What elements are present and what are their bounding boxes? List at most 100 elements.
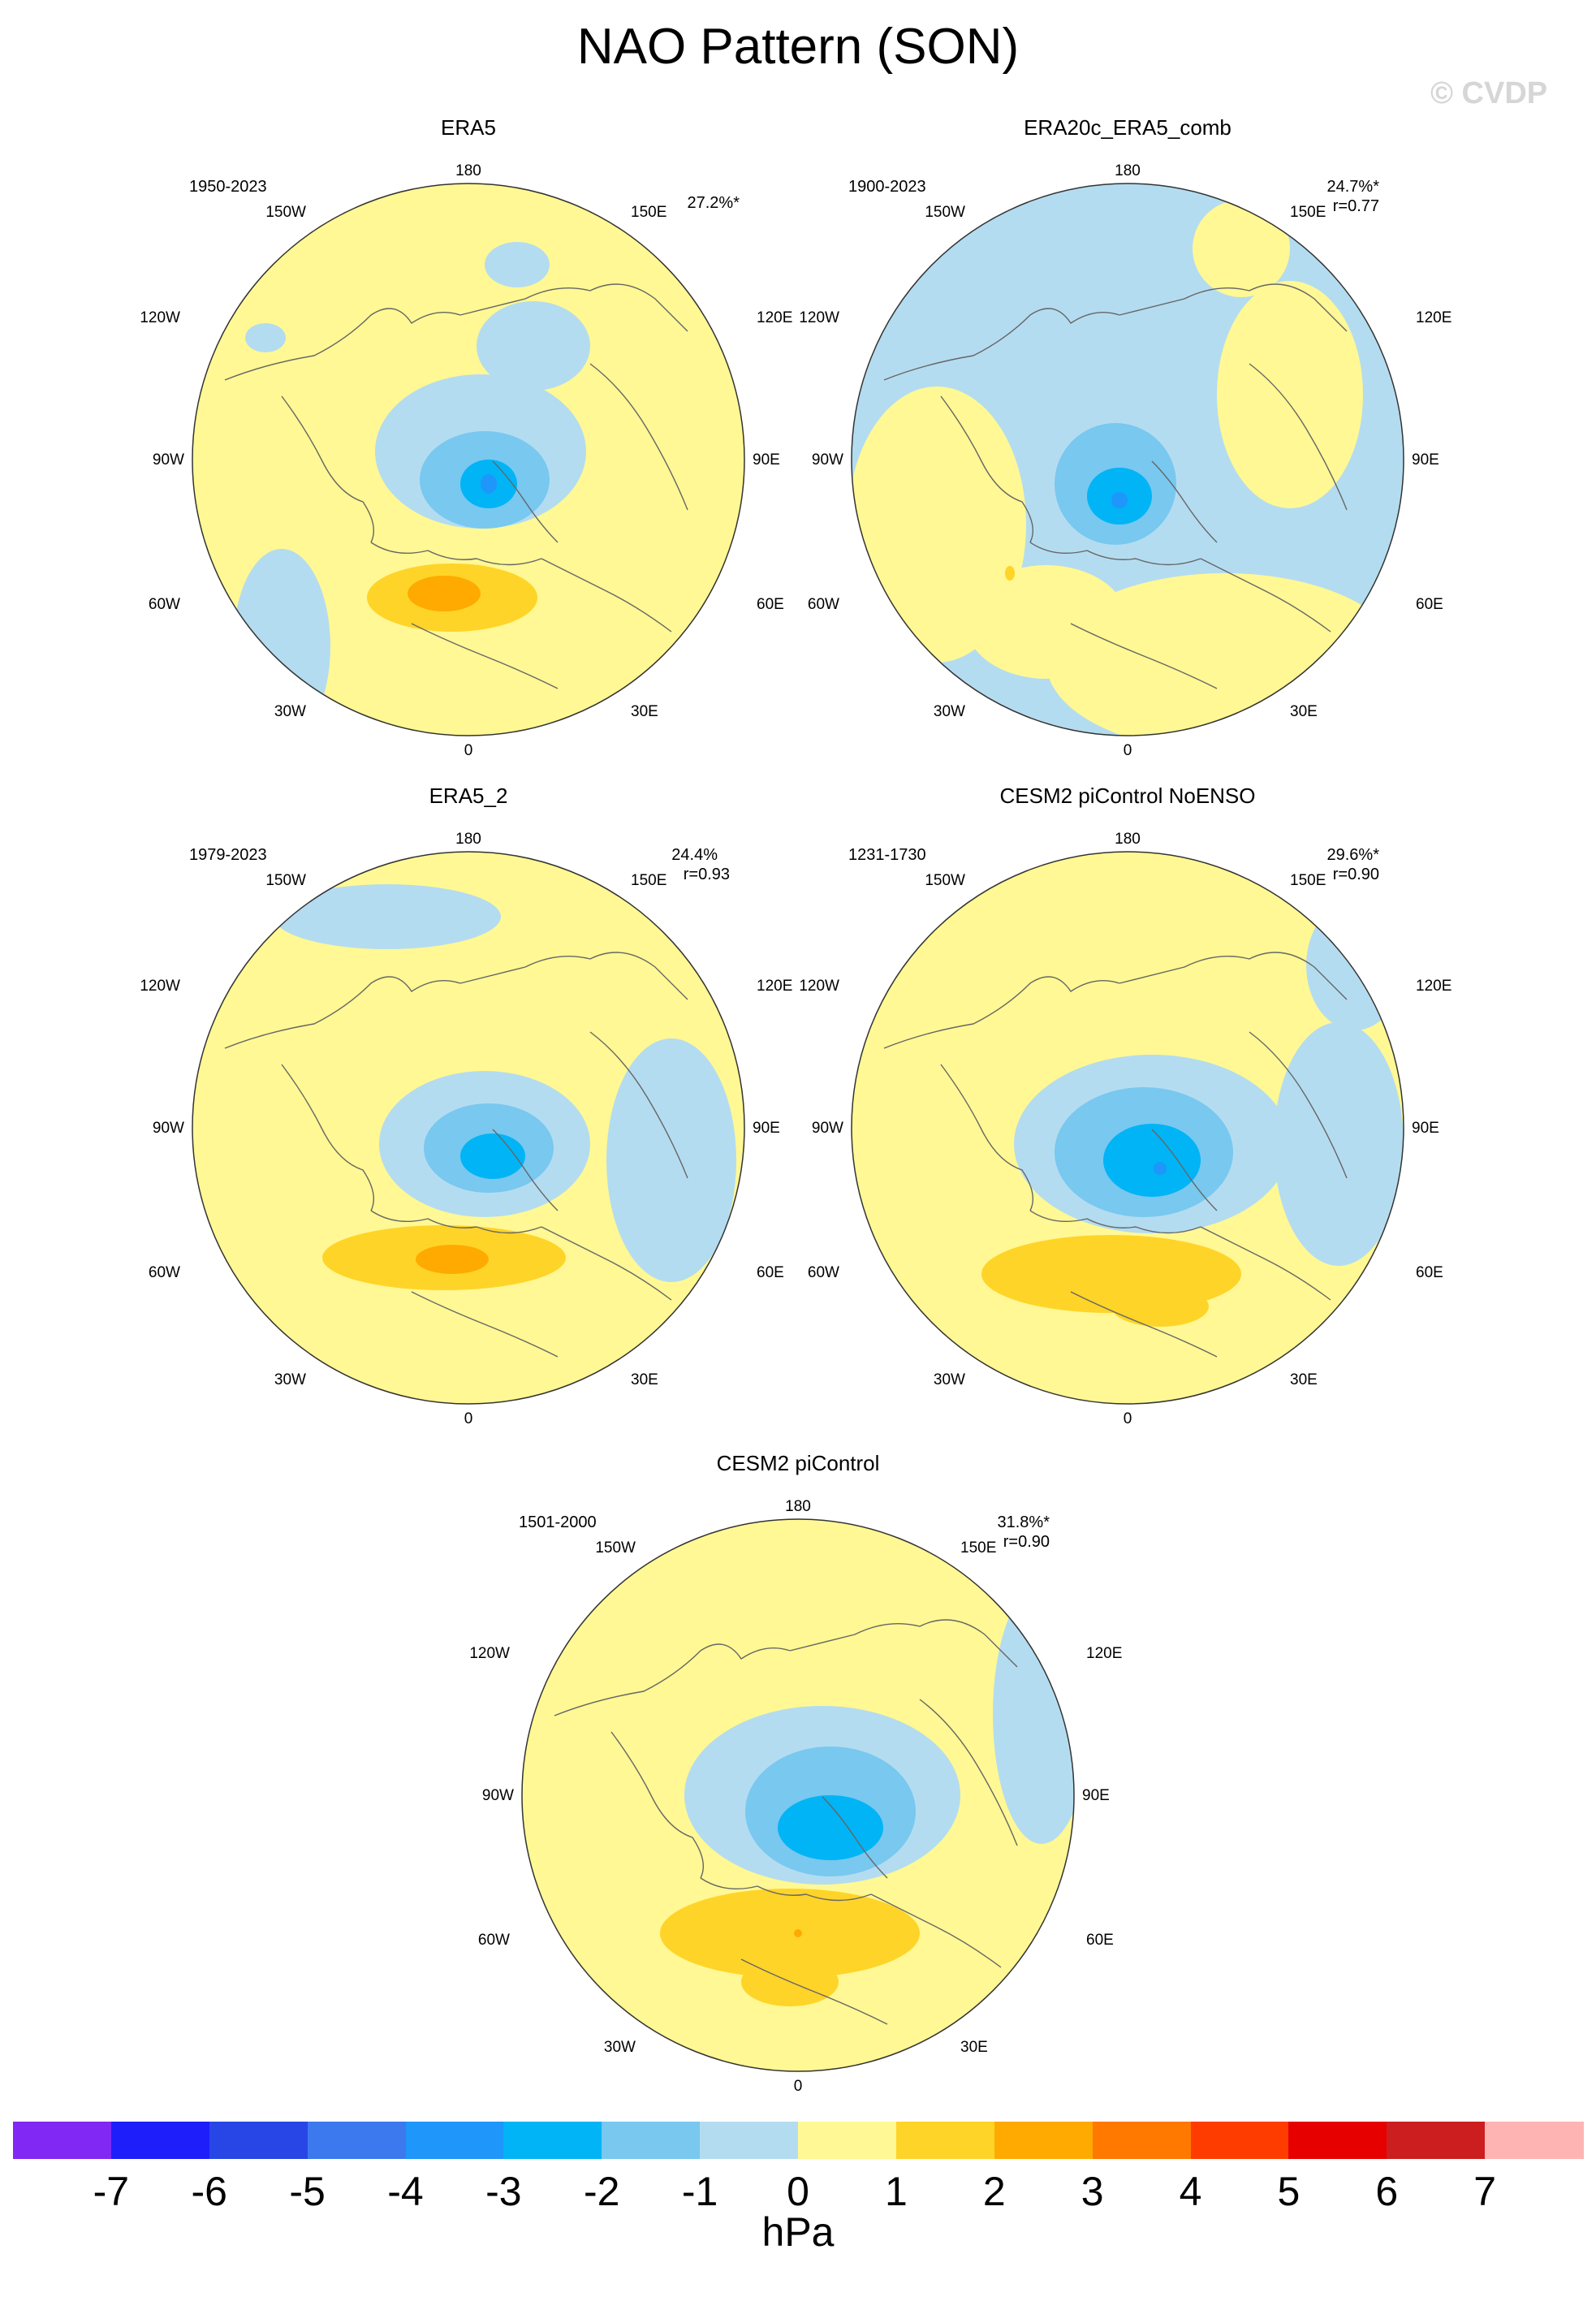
period-label: 1979-2023 — [189, 846, 267, 864]
coastline — [1070, 623, 1218, 689]
longitude-label: 90E — [1412, 1120, 1439, 1137]
coastline — [370, 1210, 542, 1234]
period-label: 1950-2023 — [189, 178, 267, 196]
anomaly-contour — [1111, 492, 1128, 508]
longitude-label: 60W — [149, 596, 180, 613]
anomaly-contour — [1306, 900, 1404, 1030]
anomaly-contour — [1217, 281, 1363, 508]
anomaly-contour — [1103, 1124, 1201, 1197]
variance-percent: 31.8%* — [997, 1513, 1050, 1531]
longitude-label: 30E — [631, 1371, 658, 1388]
colorbar-tick-label: 4 — [1179, 2169, 1202, 2214]
longitude-label: 30W — [604, 2039, 636, 2056]
longitude-label: 30E — [631, 703, 658, 720]
anomaly-contour — [778, 1795, 883, 1860]
colorbar-box — [503, 2122, 602, 2159]
coastline — [1249, 363, 1348, 511]
polar-map: 180 0 150W 150E 120W 120E 90W 90E 60W 60E 30W 30E — [140, 831, 792, 1427]
coastline — [1070, 1291, 1218, 1358]
longitude-label: 150W — [265, 872, 306, 889]
coastline — [224, 976, 461, 1049]
colorbar-tick-label: -4 — [387, 2169, 424, 2214]
panel-title: ERA20c_ERA5_comb — [1024, 115, 1232, 140]
anomaly-contour — [416, 1245, 489, 1274]
longitude-label: 90E — [1412, 451, 1439, 468]
longitude-label: 180 — [1115, 831, 1141, 848]
map-outline — [192, 183, 745, 736]
map-outline — [851, 183, 1404, 736]
longitude-label: 0 — [1124, 742, 1132, 759]
colorbar: -7 -6 -5 -4 -3 -2 -1 0 1 2 3 4 5 6 7 — [13, 2122, 1584, 2214]
colorbar-box — [209, 2122, 308, 2159]
polar-map: 180 0 150W 150E 120W 120E 90W 90E 60W 60E 30W 30E — [799, 162, 1451, 759]
longitude-label: 90W — [812, 1120, 843, 1137]
coastline — [281, 1064, 374, 1211]
colorbar-box — [994, 2122, 1093, 2159]
coastline — [940, 395, 1033, 543]
anomaly-contour — [965, 565, 1128, 679]
pattern-correlation: r=0.77 — [1332, 197, 1379, 215]
coastline — [224, 308, 461, 381]
colorbar-tick-label: 6 — [1375, 2169, 1399, 2214]
coastline — [822, 1796, 888, 1879]
colorbar-box — [110, 2122, 210, 2159]
polar-map: 180 0 150W 150E 120W 120E 90W 90E 60W 60E 30W 30E — [469, 1498, 1122, 2095]
coastline — [1119, 283, 1348, 332]
pattern-correlation: r=0.90 — [1332, 866, 1379, 883]
anomaly-contour — [993, 1584, 1074, 1844]
coastline — [411, 623, 559, 689]
longitude-label: 90E — [753, 1120, 780, 1137]
coastline — [1249, 1031, 1348, 1179]
longitude-label: 90W — [482, 1787, 514, 1804]
map-panel-era20c-era5-comb: 180 0 150W 150E 120W 120E 90W 90E 60W 60E 30W 30E E… — [762, 115, 1493, 770]
coastline — [870, 1893, 1002, 1968]
anomaly-contour — [245, 323, 286, 352]
colorbar-tick-label: 3 — [1081, 2169, 1104, 2214]
coastline — [1151, 460, 1218, 543]
coastline — [492, 460, 559, 543]
longitude-label: 60E — [1086, 1932, 1114, 1949]
colorbar-tick-label: -3 — [485, 2169, 522, 2214]
anomaly-contour — [660, 1889, 920, 1978]
colorbar-box — [1387, 2122, 1486, 2159]
variance-percent: 24.4% — [671, 846, 718, 864]
coastline — [541, 558, 672, 633]
longitude-label: 150E — [1290, 204, 1326, 221]
colorbar-box — [1288, 2122, 1387, 2159]
longitude-label: 30E — [960, 2039, 988, 2056]
longitude-label: 120E — [1086, 1645, 1122, 1662]
anomaly-contour — [1193, 200, 1290, 297]
coastline — [459, 283, 688, 332]
colorbar-units: hPa — [761, 2209, 835, 2255]
polar-map: 180 0 150W 150E 120W 120E 90W 90E 60W 60E 30W 30E — [799, 831, 1451, 1427]
longitude-label: 0 — [794, 2078, 803, 2095]
colorbar-box — [1485, 2122, 1584, 2159]
panel-title: ERA5_2 — [429, 784, 508, 808]
anomaly-contour — [1111, 1286, 1209, 1327]
coastline — [740, 1958, 888, 2025]
map-outline — [851, 851, 1404, 1405]
colorbar-box — [13, 2122, 112, 2159]
anomaly-contour — [460, 1133, 525, 1179]
coastline — [789, 1619, 1018, 1668]
map-panel-cesm2-picontrol-noenso: 180 0 150W 150E 120W 120E 90W 90E 60W 60E 30W 30E C… — [762, 784, 1493, 1438]
panel-title: CESM2 piControl — [716, 1451, 880, 1475]
longitude-label: 0 — [464, 742, 473, 759]
anomaly-contour — [481, 474, 497, 494]
colorbar-box — [1092, 2122, 1191, 2159]
longitude-label: 180 — [785, 1498, 811, 1515]
longitude-label: 120E — [1416, 309, 1451, 326]
map-panel-era5-2: 180 0 150W 150E 120W 120E 90W 90E 60W 60E 30W 30E E… — [103, 784, 834, 1438]
longitude-label: 0 — [1124, 1410, 1132, 1427]
coastline — [919, 1699, 1018, 1846]
longitude-label: 120E — [1416, 978, 1451, 995]
colorbar-box — [1190, 2122, 1289, 2159]
map-panel-cesm2-picontrol: 180 0 150W 150E 120W 120E 90W 90E 60W 60E 30W 30E C… — [433, 1451, 1163, 2105]
longitude-label: 120W — [799, 309, 839, 326]
longitude-label: 60W — [808, 596, 839, 613]
coastline — [1151, 1129, 1218, 1211]
longitude-label: 150W — [925, 204, 965, 221]
longitude-label: 120E — [757, 309, 792, 326]
colorbar-tick-label: 0 — [787, 2169, 809, 2214]
colorbar-box — [798, 2122, 897, 2159]
